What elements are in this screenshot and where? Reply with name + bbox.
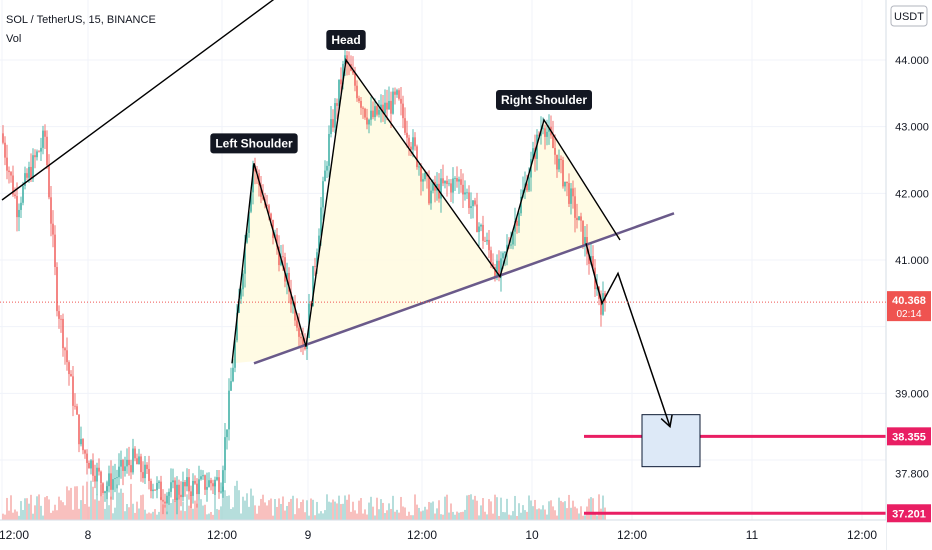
time-tick-label: 12:00 [0,528,29,542]
chart-legend: SOL / TetherUS, 15, BINANCE Vol [6,11,156,49]
trend-line[interactable] [1,0,282,201]
price-tick-label: 42.000 [895,188,929,200]
time-tick-label: 11 [746,528,759,542]
price-tick-label: 39.000 [895,388,929,400]
svg-text:USDT: USDT [894,11,924,23]
svg-text:Left Shoulder: Left Shoulder [215,136,293,150]
time-tick-label: 12:00 [407,528,437,542]
projection-path[interactable] [585,243,671,427]
pattern-label[interactable]: Left Shoulder [210,133,298,154]
level-price-label: 38.355 [887,427,931,446]
current-price-label: 40.368 02:14 [887,291,931,322]
time-tick-label: 8 [85,528,92,542]
neckline[interactable] [253,212,675,365]
svg-text:Right Shoulder: Right Shoulder [501,93,587,107]
chart-drawings[interactable]: Left Shoulder Head Right Shoulder [1,0,886,515]
time-axis[interactable]: 12:00 8 12:00 9 12:00 10 12:00 11 12:00 [0,519,886,550]
symbol-legend[interactable]: SOL / TetherUS, 15, BINANCE [6,14,156,26]
projection-arrowhead [660,414,673,429]
svg-text:Head: Head [331,33,360,47]
time-tick-label: 12:00 [847,528,877,542]
svg-text:40.368: 40.368 [892,295,926,307]
currency-button[interactable]: USDT [890,5,928,27]
price-tick-label: 44.000 [895,55,929,67]
svg-text:38.355: 38.355 [892,431,926,443]
price-tick-label: 41.000 [895,255,929,267]
head-and-shoulders-area [232,60,620,364]
volume-bars [2,480,606,520]
time-tick-label: 9 [305,528,312,542]
pattern-label[interactable]: Right Shoulder [496,90,592,110]
svg-text:37.201: 37.201 [892,508,926,520]
pattern-label[interactable]: Head [326,30,366,50]
price-tick-label: 43.000 [895,122,929,134]
time-tick-label: 12:00 [207,528,237,542]
price-tick-label: 37.800 [895,468,929,480]
svg-text:02:14: 02:14 [896,309,921,320]
time-tick-label: 10 [525,528,539,542]
time-tick-label: 12:00 [617,528,647,542]
candlesticks [2,47,606,515]
pattern-path[interactable] [231,58,621,364]
volume-legend[interactable]: Vol [6,33,22,45]
level-price-label: 37.201 [887,504,931,523]
